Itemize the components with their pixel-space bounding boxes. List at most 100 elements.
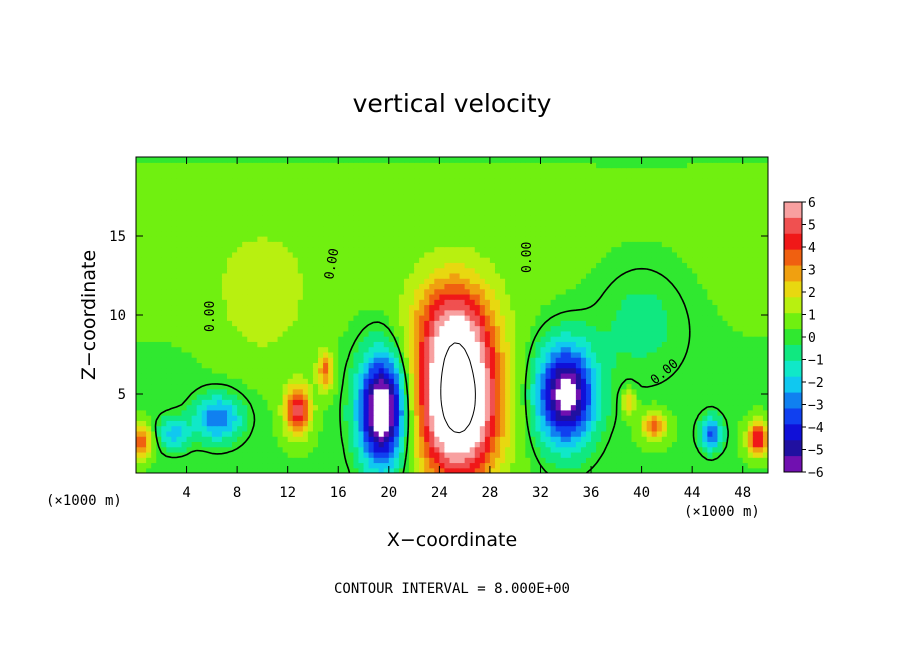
heatmap-cell [580, 336, 587, 342]
heatmap-cell [666, 415, 673, 421]
heatmap-cell [606, 425, 612, 432]
heatmap-cell [732, 451, 739, 458]
heatmap-cell [358, 404, 365, 411]
heatmap-cell [449, 383, 456, 390]
heatmap-cell [176, 346, 183, 353]
heatmap-cell [692, 462, 698, 469]
heatmap-cell [489, 293, 496, 300]
heatmap-cell [393, 336, 400, 342]
heatmap-cell [424, 409, 430, 416]
heatmap-cell [388, 293, 395, 300]
heatmap-cell [196, 446, 203, 453]
heatmap-cell [312, 399, 319, 406]
heatmap-cell [302, 288, 309, 295]
heatmap-cell [601, 388, 607, 395]
heatmap-cell [646, 330, 653, 337]
heatmap-cell [282, 304, 289, 311]
heatmap-cell [560, 378, 567, 385]
heatmap-cell [606, 299, 612, 306]
heatmap-cell [393, 299, 400, 306]
heatmap-cell [489, 462, 496, 469]
heatmap-cell [272, 372, 279, 379]
heatmap-cell [515, 283, 521, 290]
heatmap-cell [712, 372, 719, 379]
heatmap-cell [328, 288, 334, 295]
heatmap-cell [282, 272, 289, 279]
heatmap-cell [570, 367, 577, 374]
heatmap-cell [555, 383, 562, 390]
heatmap-cell [211, 283, 218, 290]
heatmap-cell [565, 283, 572, 290]
heatmap-cell [591, 309, 597, 316]
heatmap-cell [636, 436, 643, 442]
heatmap-cell [312, 320, 319, 327]
heatmap-cell [636, 341, 643, 348]
heatmap-cell [484, 304, 491, 311]
heatmap-cell [707, 336, 713, 342]
heatmap-cell [454, 394, 461, 400]
heatmap-cell [338, 404, 344, 411]
heatmap-cell [363, 262, 370, 269]
heatmap-cell [631, 430, 638, 437]
heatmap-cell [216, 446, 223, 453]
heatmap-cell [247, 346, 253, 353]
heatmap-cell [262, 404, 269, 411]
heatmap-cell [606, 467, 612, 473]
heatmap-cell [307, 304, 314, 311]
heatmap-cell [575, 330, 582, 337]
heatmap-cell [646, 351, 653, 358]
heatmap-cell [687, 415, 693, 421]
heatmap-cell [671, 315, 678, 321]
heatmap-cell [363, 293, 370, 300]
heatmap-cell [611, 362, 617, 369]
heatmap-cell [252, 430, 258, 437]
heatmap-cell [343, 415, 349, 421]
heatmap-cell [550, 372, 557, 379]
heatmap-cell [358, 325, 365, 332]
heatmap-cell [318, 420, 324, 427]
heatmap-cell [697, 383, 703, 390]
heatmap-cell [646, 341, 653, 348]
heatmap-cell [580, 404, 587, 411]
heatmap-cell [161, 404, 167, 411]
heatmap-cell [136, 420, 142, 427]
heatmap-cell [682, 357, 688, 363]
heatmap-cell [252, 346, 258, 353]
heatmap-cell [692, 362, 698, 369]
heatmap-cell [409, 351, 415, 358]
heatmap-cell [136, 372, 142, 379]
heatmap-cell [737, 362, 744, 369]
heatmap-cell [656, 430, 663, 437]
heatmap-cell [141, 415, 147, 421]
heatmap-cell [216, 441, 223, 448]
heatmap-cell [676, 341, 683, 348]
heatmap-cell [221, 309, 228, 316]
heatmap-cell [348, 457, 355, 464]
heatmap-cell [262, 315, 269, 321]
heatmap-cell [591, 341, 597, 348]
heatmap-cell [328, 325, 334, 332]
heatmap-cell [717, 304, 724, 311]
heatmap-cell [146, 409, 152, 416]
heatmap-cell [575, 420, 582, 427]
heatmap-cell [520, 288, 526, 295]
heatmap-cell [318, 304, 324, 311]
heatmap-cell [312, 262, 319, 269]
heatmap-cell [191, 283, 198, 290]
heatmap-cell [525, 336, 531, 342]
heatmap-cell [596, 409, 602, 416]
heatmap-cell [439, 330, 446, 337]
heatmap-cell [742, 420, 749, 427]
heatmap-cell [520, 430, 526, 437]
heatmap-cell [312, 304, 319, 311]
heatmap-cell [565, 262, 572, 269]
heatmap-cell [692, 425, 698, 432]
heatmap-cell [560, 325, 567, 332]
heatmap-cell [439, 420, 446, 427]
heatmap-cell [530, 293, 537, 300]
heatmap-cell [697, 325, 703, 332]
heatmap-cell [206, 430, 213, 437]
heatmap-cell [166, 378, 172, 385]
heatmap-cell [722, 357, 729, 363]
heatmap-cell [156, 446, 162, 453]
